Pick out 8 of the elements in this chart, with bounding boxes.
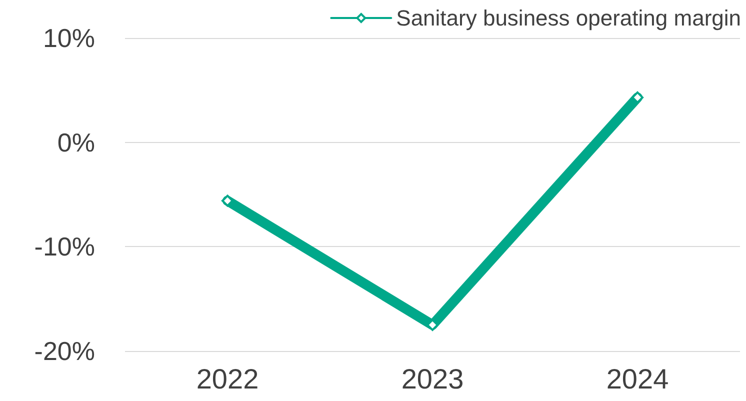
- y-tick-label: -10%: [34, 232, 95, 262]
- legend-label: Sanitary business operating margin: [396, 6, 742, 30]
- x-tick-label: 2024: [606, 364, 669, 394]
- x-tick-label: 2023: [401, 364, 464, 394]
- y-tick-label: 10%: [42, 23, 95, 53]
- y-tick-label: -20%: [34, 336, 95, 366]
- y-tick-label: 0%: [57, 127, 95, 158]
- x-tick-label: 2022: [196, 364, 259, 394]
